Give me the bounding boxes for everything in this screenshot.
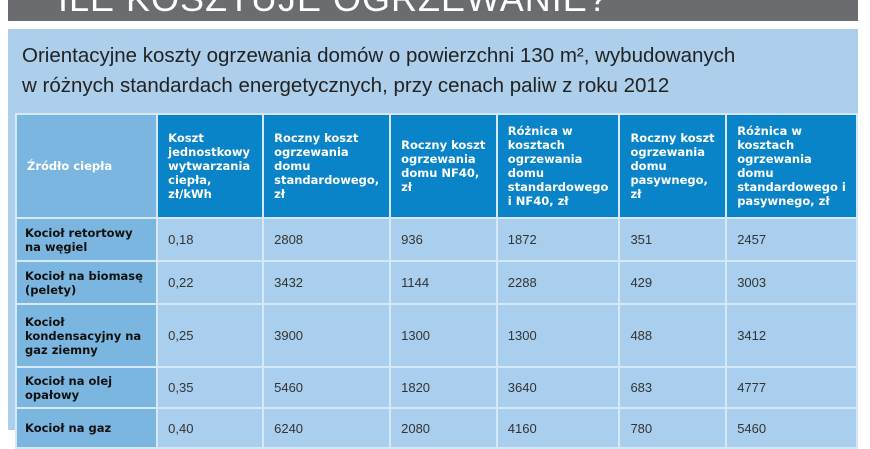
- value-cell: 1872: [495, 217, 621, 262]
- value-cell: 6240: [262, 407, 392, 449]
- value-cell: 0,35: [156, 366, 265, 409]
- value-cell: 2288: [495, 260, 621, 305]
- column-header: Roczny koszt ogrzewania domu NF40, zł: [389, 113, 498, 219]
- value-cell: 683: [618, 366, 728, 409]
- heat-source-cell: Kocioł retortowy na węgiel: [14, 217, 159, 262]
- value-cell: 5460: [262, 366, 392, 409]
- page-title: ILE KOSZTUJE OGRZEWANIE?: [58, 0, 609, 20]
- content-panel: Orientacyjne koszty ogrzewania domów o p…: [8, 29, 858, 449]
- title-bar: ILE KOSZTUJE OGRZEWANIE?: [8, 0, 858, 21]
- column-header: Roczny koszt ogrzewania domu standardowe…: [262, 113, 392, 219]
- intro-line-1: Orientacyjne koszty ogrzewania domów o p…: [22, 44, 736, 67]
- value-cell: 3412: [725, 303, 858, 368]
- value-cell: 429: [618, 260, 728, 305]
- column-header: Różnica w kosztach ogrzewania domu stand…: [495, 113, 621, 219]
- value-cell: 2080: [389, 407, 498, 449]
- value-cell: 5460: [725, 407, 858, 449]
- column-header: Źródło ciepła: [14, 113, 159, 219]
- value-cell: 0,40: [156, 407, 265, 449]
- value-cell: 3003: [725, 260, 858, 305]
- value-cell: 936: [389, 217, 498, 262]
- value-cell: 780: [618, 407, 728, 449]
- table-row: Kocioł kondensacyjny na gaz ziemny 0,25 39…: [14, 303, 858, 368]
- column-header: Roczny koszt ogrzewania domu pasywnego, …: [618, 113, 728, 219]
- value-cell: 0,25: [156, 303, 265, 368]
- value-cell: 2457: [725, 217, 858, 262]
- heat-source-cell: Kocioł kondensacyjny na gaz ziemny: [14, 303, 159, 368]
- value-cell: 4777: [725, 366, 858, 409]
- value-cell: 4160: [495, 407, 621, 449]
- column-header: Koszt jednostkowy wytwarzania ciepła, zł…: [156, 113, 265, 219]
- value-cell: 3900: [262, 303, 392, 368]
- heat-source-cell: Kocioł na gaz: [14, 407, 159, 449]
- heat-source-cell: Kocioł na olej opałowy: [14, 366, 159, 409]
- table-row: Kocioł na olej opałowy 0,35 5460 1820 3640 68…: [14, 366, 858, 409]
- value-cell: 3640: [495, 366, 621, 409]
- intro-line-2: w różnych standardach energetycznych, pr…: [22, 74, 670, 97]
- intro-text: Orientacyjne koszty ogrzewania domów o p…: [22, 41, 735, 101]
- column-header: Różnica w kosztach ogrzewania domu stand…: [725, 113, 858, 219]
- value-cell: 0,18: [156, 217, 265, 262]
- table-row: Kocioł retortowy na węgiel 0,18 2808 936 187…: [14, 217, 858, 262]
- value-cell: 1144: [389, 260, 498, 305]
- heating-cost-table: Źródło ciepła Koszt jednostkowy wytwarzan…: [14, 113, 858, 449]
- value-cell: 488: [618, 303, 728, 368]
- value-cell: 351: [618, 217, 728, 262]
- table-row: Kocioł na gaz 0,40 6240 2080 4160 780 5460: [14, 407, 858, 449]
- value-cell: 1300: [495, 303, 621, 368]
- value-cell: 2808: [262, 217, 392, 262]
- value-cell: 0,22: [156, 260, 265, 305]
- value-cell: 1300: [389, 303, 498, 368]
- heat-source-cell: Kocioł na biomasę (pelety): [14, 260, 159, 305]
- value-cell: 1820: [389, 366, 498, 409]
- table-row: Kocioł na biomasę (pelety) 0,22 3432 1144 22…: [14, 260, 858, 305]
- value-cell: 3432: [262, 260, 392, 305]
